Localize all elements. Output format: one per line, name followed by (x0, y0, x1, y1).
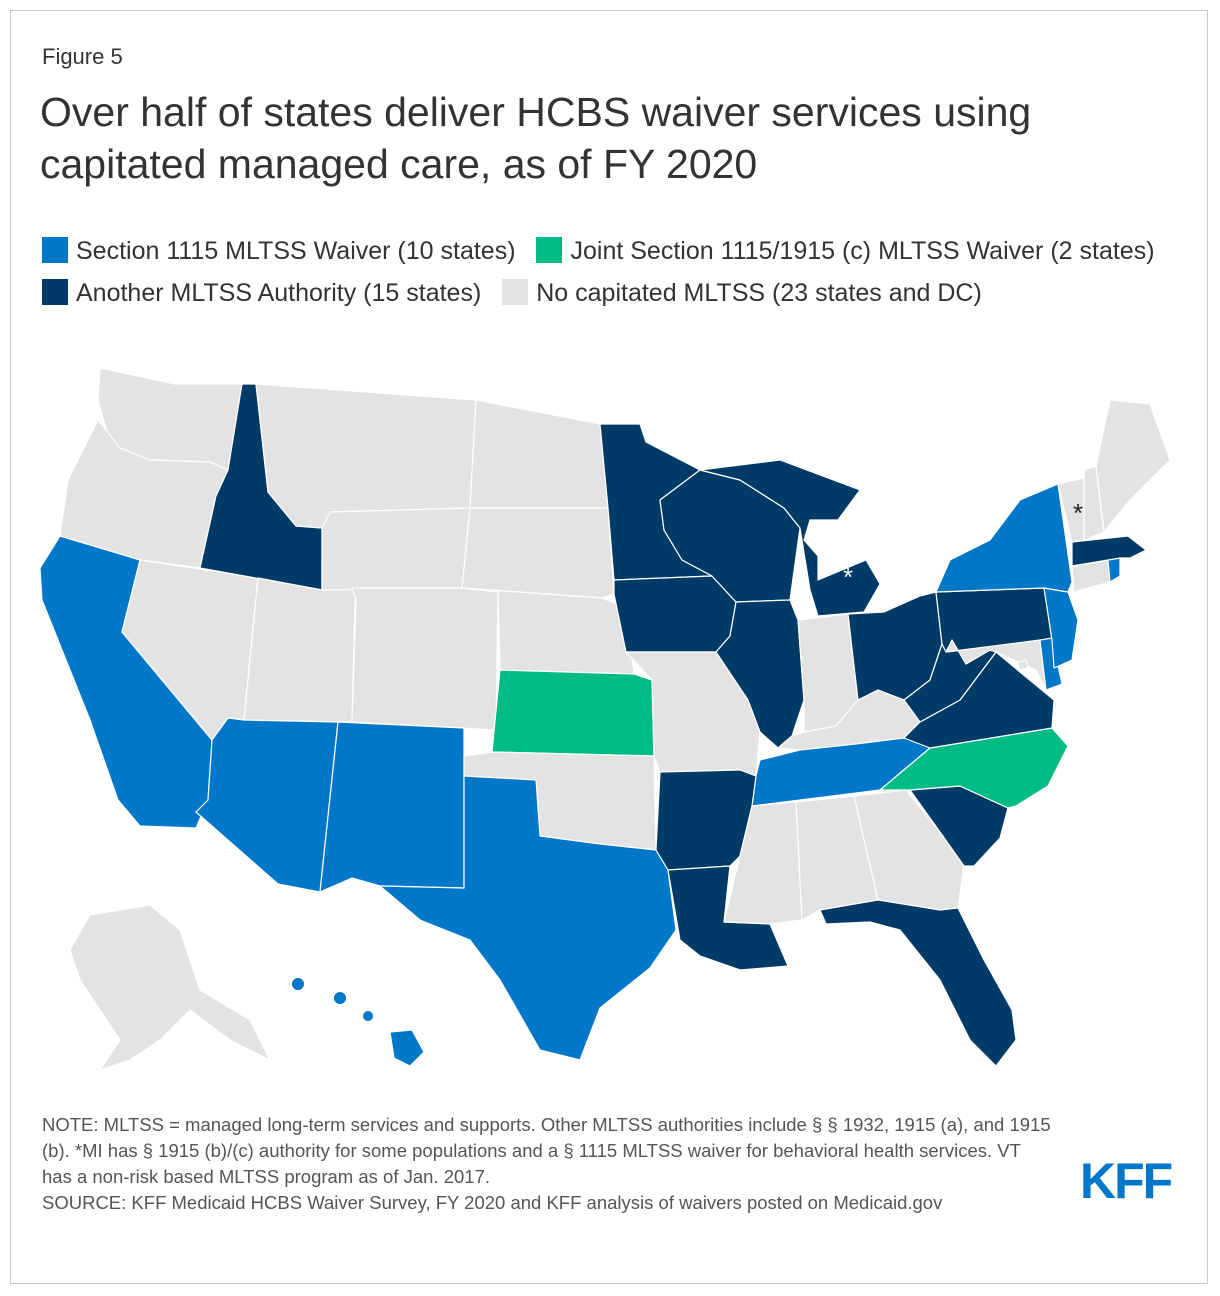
legend-swatch (42, 279, 68, 305)
island-hi-1 (292, 978, 304, 990)
state-DC (1017, 659, 1029, 671)
island-hi-3 (363, 1011, 373, 1021)
map-annotation-vt: * (1073, 498, 1083, 528)
legend-item-none: No capitated MLTSS (23 states and DC) (502, 279, 982, 307)
state-CO (351, 587, 499, 731)
state-DE (1039, 637, 1063, 691)
state-ND (469, 399, 609, 509)
legend-label: Joint Section 1115/1915 (c) MLTSS Waiver… (570, 237, 1155, 265)
state-MI (699, 459, 881, 617)
state-AZ (195, 717, 339, 893)
state-MT (255, 383, 477, 529)
legend: Section 1115 MLTSS Waiver (10 states) Jo… (42, 230, 1182, 314)
figure-frame (10, 10, 1208, 1284)
state-IA (613, 575, 737, 653)
us-map: * * (39, 367, 1171, 1071)
legend-swatch (42, 237, 68, 263)
note-text: NOTE: MLTSS = managed long-term services… (42, 1114, 1051, 1187)
state-ME (1095, 399, 1171, 533)
state-HI (389, 1029, 425, 1067)
state-RI (1107, 557, 1121, 583)
legend-label: No capitated MLTSS (23 states and DC) (536, 279, 982, 307)
state-FL (819, 899, 1017, 1067)
state-KS (491, 669, 655, 757)
state-MA (1071, 535, 1147, 567)
figure-label: Figure 5 (42, 44, 123, 69)
figure-title: Over half of states deliver HCBS waiver … (40, 89, 1032, 187)
state-AK (69, 904, 271, 1071)
legend-label: Section 1115 MLTSS Waiver (10 states) (76, 237, 516, 265)
legend-item-other-authority: Another MLTSS Authority (15 states) (42, 279, 481, 307)
footnote: NOTE: MLTSS = managed long-term services… (42, 1112, 1052, 1216)
state-WY (321, 507, 471, 591)
island-hi-2 (334, 992, 346, 1004)
kff-logo-text: KFF (1080, 1156, 1172, 1204)
legend-item-section-1115: Section 1115 MLTSS Waiver (10 states) (42, 237, 516, 265)
legend-swatch (502, 279, 529, 305)
state-LA (667, 865, 789, 971)
state-NM (319, 721, 465, 893)
state-TX (379, 775, 677, 1061)
state-NY (935, 483, 1073, 593)
legend-swatch (536, 237, 563, 263)
kff-logo: KFF (1080, 1156, 1174, 1204)
legend-label: Another MLTSS Authority (15 states) (76, 279, 482, 307)
state-SD (461, 507, 615, 599)
legend-item-joint: Joint Section 1115/1915 (c) MLTSS Waiver… (536, 237, 1155, 265)
source-text: SOURCE: KFF Medicaid HCBS Waiver Survey,… (42, 1192, 943, 1213)
map-annotation-mi: * (843, 562, 853, 592)
